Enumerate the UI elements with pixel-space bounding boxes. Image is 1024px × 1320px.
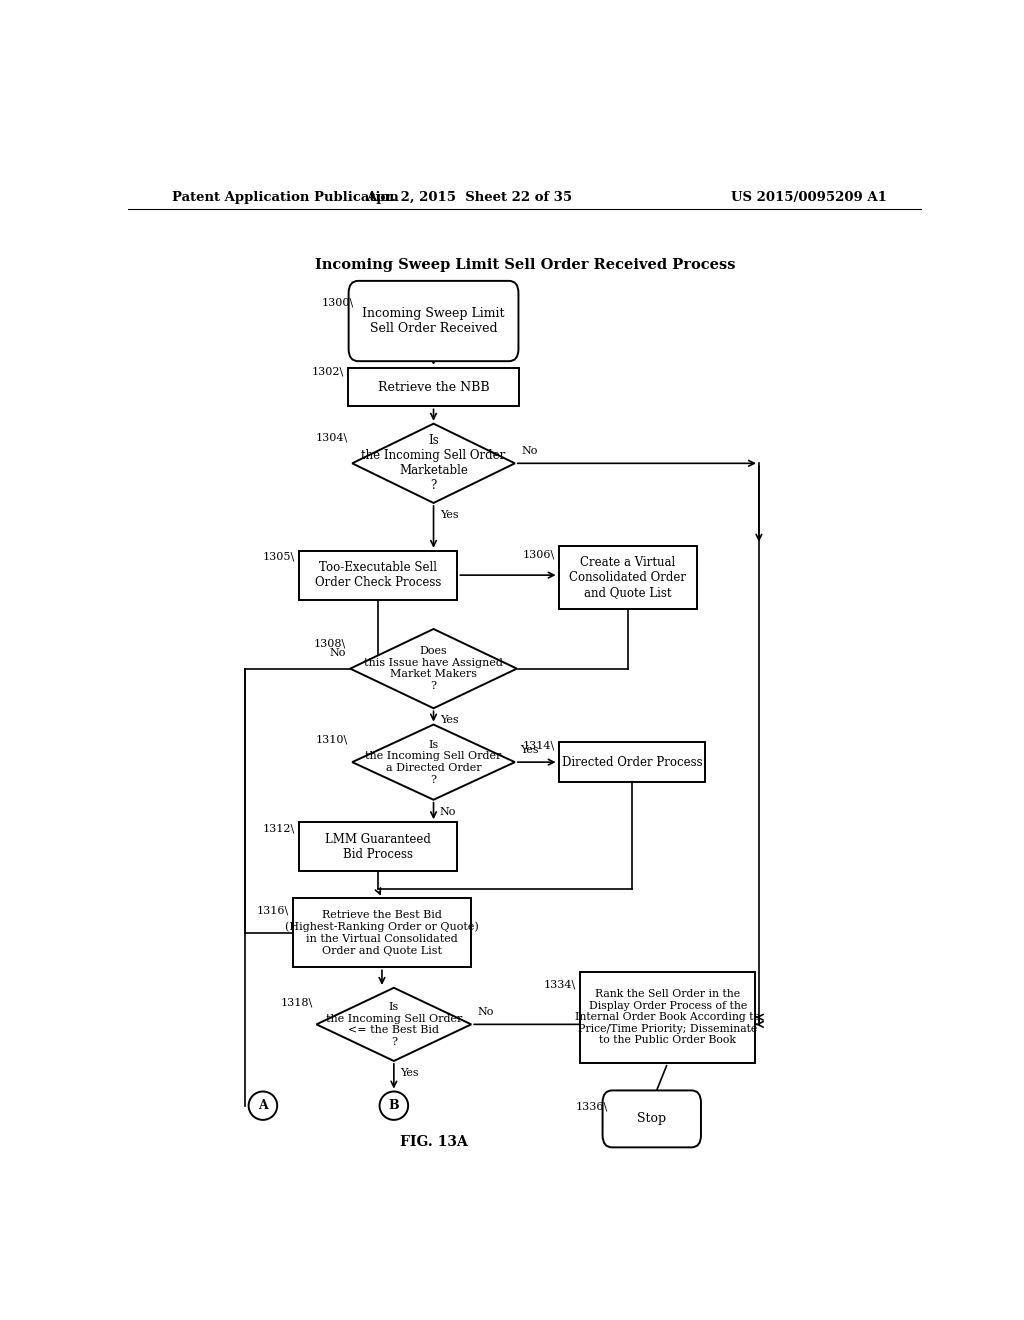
Text: B: B <box>388 1100 399 1113</box>
Text: A: A <box>258 1100 268 1113</box>
Bar <box>558 545 697 609</box>
Text: 1334\: 1334\ <box>544 979 577 990</box>
Text: Yes: Yes <box>519 744 539 755</box>
Polygon shape <box>352 424 515 503</box>
Ellipse shape <box>249 1092 278 1119</box>
Text: Stop: Stop <box>637 1113 667 1126</box>
Text: Is
the Incoming Sell Order
<= the Best Bid
?: Is the Incoming Sell Order <= the Best B… <box>326 1002 462 1047</box>
Text: Does
this Issue have Assigned
Market Makers
?: Does this Issue have Assigned Market Mak… <box>365 647 503 692</box>
Text: Incoming Sweep Limit Sell Order Received Process: Incoming Sweep Limit Sell Order Received… <box>314 259 735 272</box>
Text: Create a Virtual
Consolidated Order
and Quote List: Create a Virtual Consolidated Order and … <box>569 556 686 599</box>
Polygon shape <box>352 725 515 800</box>
Bar <box>558 742 706 783</box>
Polygon shape <box>316 987 471 1061</box>
Text: No: No <box>440 807 457 817</box>
FancyBboxPatch shape <box>602 1090 701 1147</box>
Text: 1304\: 1304\ <box>316 433 348 444</box>
Text: Apr. 2, 2015  Sheet 22 of 35: Apr. 2, 2015 Sheet 22 of 35 <box>367 190 572 203</box>
Text: 1305\: 1305\ <box>262 552 295 562</box>
Text: FIG. 13A: FIG. 13A <box>399 1135 467 1150</box>
Text: No: No <box>477 1007 494 1018</box>
Text: 1312\: 1312\ <box>262 824 295 833</box>
Text: Rank the Sell Order in the
Display Order Process of the
Internal Order Book Acco: Rank the Sell Order in the Display Order… <box>575 989 760 1045</box>
Text: Retrieve the NBB: Retrieve the NBB <box>378 380 489 393</box>
Text: 1336\: 1336\ <box>575 1102 608 1111</box>
Text: No: No <box>330 648 346 659</box>
Bar <box>581 972 755 1063</box>
Text: 1318\: 1318\ <box>281 997 312 1007</box>
Text: Yes: Yes <box>440 715 459 726</box>
Bar <box>293 899 471 968</box>
Ellipse shape <box>380 1092 409 1119</box>
Text: 1302\: 1302\ <box>312 367 344 376</box>
Text: LMM Guaranteed
Bid Process: LMM Guaranteed Bid Process <box>325 833 431 861</box>
Text: Directed Order Process: Directed Order Process <box>561 755 702 768</box>
Bar <box>299 550 458 599</box>
Text: Patent Application Publication: Patent Application Publication <box>172 190 398 203</box>
Text: Incoming Sweep Limit
Sell Order Received: Incoming Sweep Limit Sell Order Received <box>362 308 505 335</box>
Text: Yes: Yes <box>440 510 459 520</box>
Text: Retrieve the Best Bid
(Highest-Ranking Order or Quote)
in the Virtual Consolidat: Retrieve the Best Bid (Highest-Ranking O… <box>285 911 479 956</box>
Text: 1306\: 1306\ <box>522 550 555 560</box>
Text: US 2015/0095209 A1: US 2015/0095209 A1 <box>731 190 887 203</box>
Text: 1314\: 1314\ <box>522 741 555 751</box>
Text: Is
the Incoming Sell Order
Marketable
?: Is the Incoming Sell Order Marketable ? <box>361 434 506 492</box>
Text: Is
the Incoming Sell Order
a Directed Order
?: Is the Incoming Sell Order a Directed Or… <box>366 739 502 784</box>
Text: Yes: Yes <box>400 1068 419 1078</box>
Text: 1310\: 1310\ <box>316 735 348 744</box>
Text: Too-Executable Sell
Order Check Process: Too-Executable Sell Order Check Process <box>314 561 441 589</box>
Text: 1308\: 1308\ <box>314 639 346 648</box>
Polygon shape <box>350 630 517 709</box>
Text: 1300\: 1300\ <box>322 298 354 308</box>
Text: No: No <box>521 446 538 457</box>
Text: 1316\: 1316\ <box>256 906 289 916</box>
Bar <box>348 368 519 407</box>
FancyBboxPatch shape <box>348 281 518 362</box>
Bar <box>299 822 458 871</box>
